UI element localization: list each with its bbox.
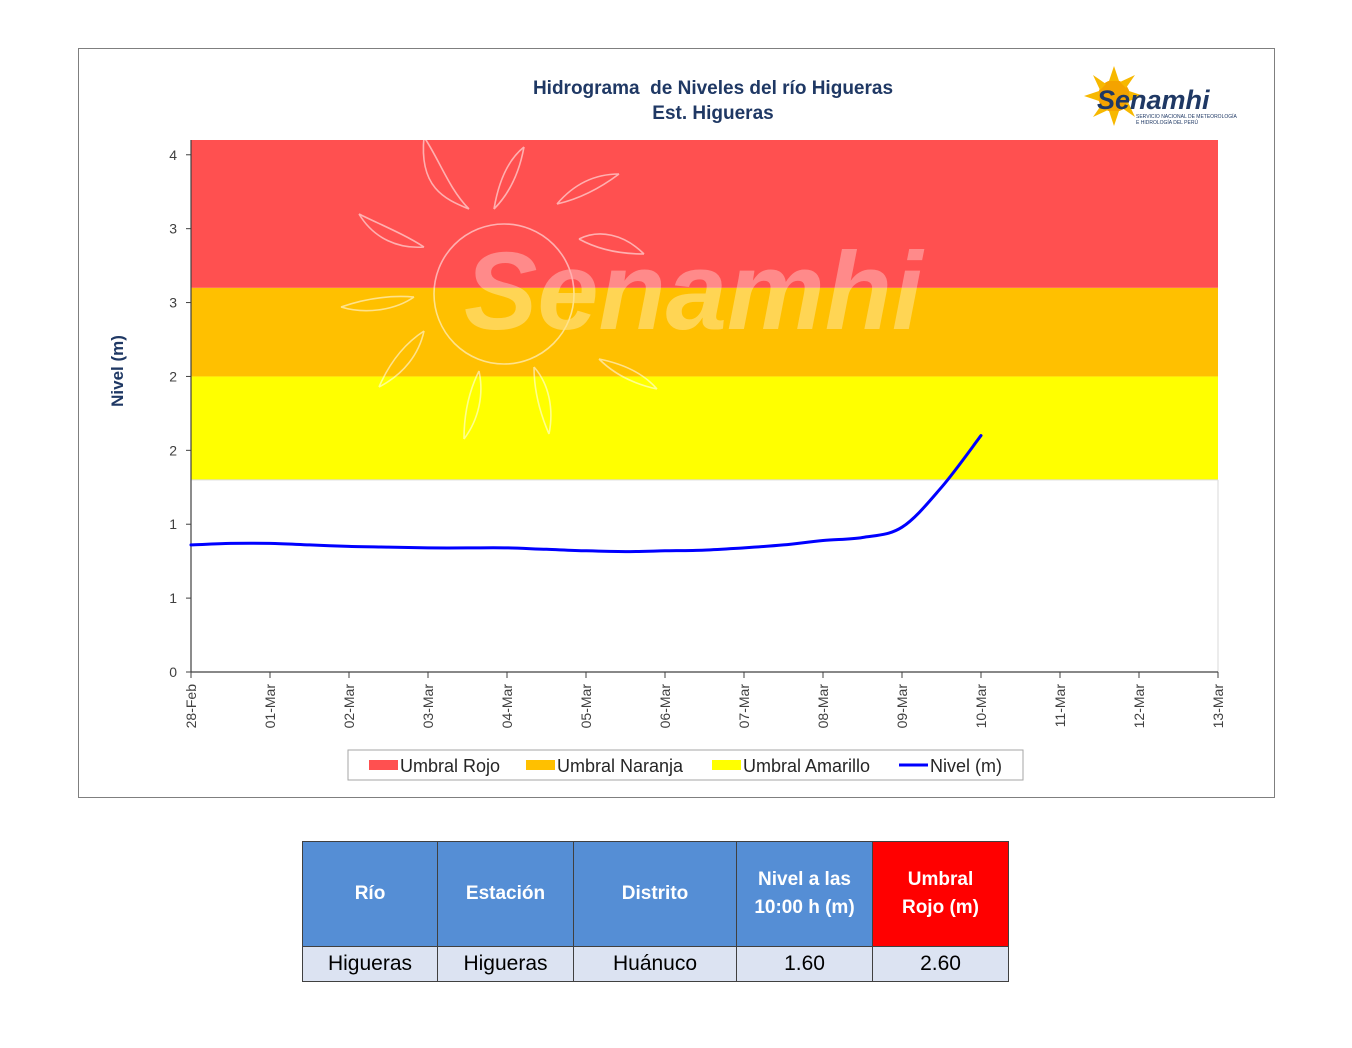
chart-frame: Senamhi 0 1 1 2 2 3 3 4 28-Feb 01-Mar 02-Mar 03-Mar… xyxy=(78,48,1275,798)
y-tick-label: 1 xyxy=(169,590,177,606)
x-tick-label: 13-Mar xyxy=(1210,684,1226,729)
header-umbral-rojo: Umbral Rojo (m) xyxy=(872,841,1009,947)
band-umbral-naranja xyxy=(191,287,1218,377)
legend: Umbral Rojo Umbral Naranja Umbral Amarillo… xyxy=(347,749,1024,781)
watermark-sun-icon: Senamhi xyxy=(340,136,925,440)
x-tick-label: 01-Mar xyxy=(262,684,278,729)
y-tick-label: 3 xyxy=(169,221,177,237)
x-tick-label: 04-Mar xyxy=(499,684,515,729)
station-table: Río Estación Distrito Nivel a las 10:00 h… xyxy=(302,841,1009,982)
cell-umbral-rojo: 2.60 xyxy=(872,946,1009,982)
x-tick-label: 05-Mar xyxy=(578,684,594,729)
x-tick-label: 09-Mar xyxy=(894,684,910,729)
logo-text: Senamhi xyxy=(1097,85,1210,115)
series-line-nivel xyxy=(189,434,983,554)
x-tick-label: 12-Mar xyxy=(1131,684,1147,729)
band-umbral-rojo xyxy=(191,140,1218,288)
cell-estacion: Higueras xyxy=(437,946,574,982)
legend-label: Umbral Rojo xyxy=(400,756,500,776)
chart-title: Hidrograma de Niveles del río Higueras xyxy=(533,78,893,99)
senamhi-logo: Senamhi SERVICIO NACIONAL DE METEOROLOGÍ… xyxy=(1084,66,1238,126)
x-tick-label: 02-Mar xyxy=(341,684,357,729)
x-tick-label: 06-Mar xyxy=(657,684,673,729)
x-tick-label: 03-Mar xyxy=(420,684,436,729)
legend-label: Umbral Naranja xyxy=(557,756,684,776)
header-estacion: Estación xyxy=(437,841,574,947)
header-distrito: Distrito xyxy=(573,841,737,947)
band-umbral-amarillo xyxy=(191,376,1218,480)
y-tick-label: 3 xyxy=(169,295,177,311)
legend-label: Nivel (m) xyxy=(930,756,1002,776)
cell-distrito: Huánuco xyxy=(573,946,737,982)
y-tick-label: 0 xyxy=(169,664,177,680)
logo-subtitle-line1: SERVICIO NACIONAL DE METEOROLOGÍA xyxy=(1136,113,1238,120)
header-rio: Río xyxy=(302,841,438,947)
cell-rio: Higueras xyxy=(302,946,438,982)
threshold-bands xyxy=(191,140,1219,672)
x-tick-label: 11-Mar xyxy=(1052,684,1068,728)
y-axis-label: Nivel (m) xyxy=(108,335,127,407)
watermark-text: Senamhi xyxy=(464,230,925,353)
chart-subtitle: Est. Higueras xyxy=(652,103,773,124)
legend-swatch xyxy=(712,760,741,770)
y-tick-label: 2 xyxy=(169,368,177,384)
table-row: Higueras Higueras Huánuco 1.60 2.60 xyxy=(302,946,1009,982)
y-tick-label: 2 xyxy=(169,442,177,458)
x-tick-label: 10-Mar xyxy=(973,684,989,729)
series-layer xyxy=(189,434,983,554)
table-header-row: Río Estación Distrito Nivel a las 10:00 h… xyxy=(302,841,1009,947)
legend-swatch xyxy=(526,760,555,770)
x-tick-label: 28-Feb xyxy=(183,684,199,729)
logo-sun-icon xyxy=(1084,66,1144,126)
logo-subtitle-line2: E HIDROLOGÍA DEL PERÚ xyxy=(1136,119,1198,126)
x-tick-label: 08-Mar xyxy=(815,684,831,729)
y-tick-label: 4 xyxy=(169,147,177,163)
header-nivel: Nivel a las 10:00 h (m) xyxy=(736,841,873,947)
legend-label: Umbral Amarillo xyxy=(743,756,870,776)
cell-nivel: 1.60 xyxy=(736,946,873,982)
y-tick-label: 1 xyxy=(169,516,177,532)
x-tick-label: 07-Mar xyxy=(736,684,752,729)
axes: 0 1 1 2 2 3 3 4 28-Feb 01-Mar 02-Mar 03-Mar 04-Mar 05… xyxy=(169,140,1226,728)
legend-swatch xyxy=(369,760,398,770)
hydrograph-chart: Senamhi 0 1 1 2 2 3 3 4 28-Feb 01-Mar 02-Mar 03-Mar… xyxy=(108,66,1238,781)
